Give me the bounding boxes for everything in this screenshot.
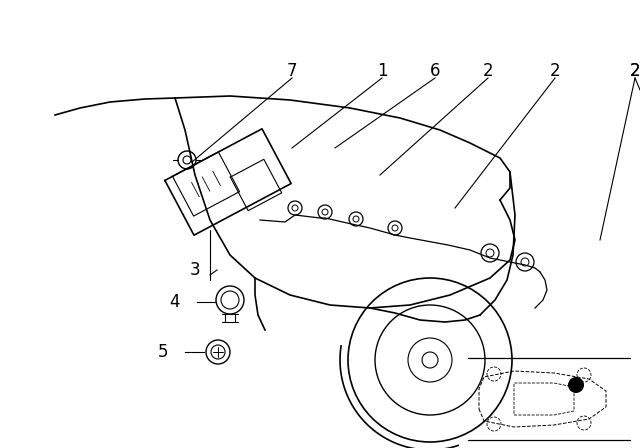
Text: 4: 4 xyxy=(170,293,180,311)
Circle shape xyxy=(568,377,584,393)
Text: 7: 7 xyxy=(287,62,297,80)
Text: 2: 2 xyxy=(483,62,493,80)
Text: 2: 2 xyxy=(550,62,560,80)
Text: 1: 1 xyxy=(377,62,387,80)
Text: 2: 2 xyxy=(630,62,640,80)
Text: 5: 5 xyxy=(157,343,168,361)
Text: 6: 6 xyxy=(429,62,440,80)
Text: 3: 3 xyxy=(189,261,200,279)
Text: 2: 2 xyxy=(630,62,640,80)
